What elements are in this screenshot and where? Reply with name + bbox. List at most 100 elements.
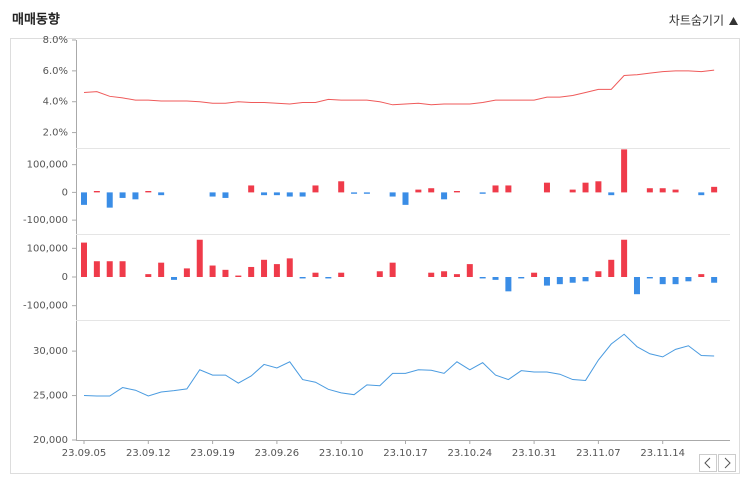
- bar: [582, 182, 589, 193]
- bar: [698, 192, 705, 196]
- bar: [569, 277, 576, 283]
- bar: [338, 181, 345, 193]
- bar: [222, 192, 229, 198]
- nav-prev[interactable]: [699, 454, 717, 472]
- bar: [479, 192, 486, 194]
- bar: [415, 189, 422, 193]
- y-tick-label: 6.0%: [43, 66, 68, 77]
- bar: [646, 188, 653, 193]
- bar: [261, 192, 268, 196]
- bar: [145, 191, 152, 193]
- bar: [479, 277, 486, 279]
- bar: [158, 192, 165, 196]
- toggle-icon[interactable]: [729, 17, 738, 25]
- bar: [595, 271, 602, 277]
- bar: [646, 277, 653, 279]
- bar: [299, 277, 306, 279]
- bar: [312, 185, 319, 193]
- bar: [582, 277, 589, 282]
- bar: [492, 185, 499, 193]
- x-tick-label: 23.09.05: [62, 448, 107, 459]
- bar: [518, 277, 525, 279]
- bar: [659, 277, 666, 285]
- bar: [633, 277, 640, 295]
- bar: [93, 191, 100, 193]
- y-tick-label: -100,000: [23, 215, 68, 226]
- y-tick-label: 30,000: [33, 346, 68, 357]
- bar: [376, 271, 383, 277]
- bar: [672, 189, 679, 193]
- bar: [261, 259, 268, 277]
- x-tick-label: 23.09.26: [255, 448, 300, 459]
- bar: [492, 277, 499, 280]
- bar: [389, 192, 396, 197]
- bar: [569, 189, 576, 193]
- y-tick-label: 0: [62, 187, 68, 198]
- bar: [428, 188, 435, 193]
- toggle-button[interactable]: 차트숨기기: [669, 14, 738, 28]
- bar: [119, 192, 126, 198]
- bar: [286, 192, 293, 197]
- section-title: 매매동향: [12, 12, 60, 28]
- y-tick-label: 0: [62, 272, 68, 283]
- y-tick-label: 8.0%: [43, 35, 68, 46]
- bar: [145, 274, 152, 277]
- bar: [685, 277, 692, 282]
- line-series: [83, 333, 715, 397]
- bar: [312, 272, 319, 277]
- bar: [453, 191, 460, 193]
- bar: [106, 192, 113, 208]
- bar: [389, 262, 396, 277]
- bar: [466, 264, 473, 277]
- y-tick-label: 100,000: [27, 243, 68, 254]
- bar: [595, 181, 602, 193]
- bar: [81, 192, 87, 205]
- bar: [248, 266, 255, 277]
- bar: [698, 274, 705, 277]
- y-tick-label: 4.0%: [43, 97, 68, 108]
- bar: [286, 258, 293, 277]
- chart-frame: [10, 38, 740, 474]
- bar: [209, 265, 216, 277]
- bar: [531, 272, 538, 277]
- x-tick-label: 23.09.19: [190, 448, 235, 459]
- bar: [338, 272, 345, 277]
- line-series: [83, 69, 715, 106]
- bar: [248, 185, 255, 193]
- x-tick-label: 23.11.07: [576, 448, 621, 459]
- bar: [505, 277, 512, 292]
- bar: [351, 192, 358, 194]
- bar: [222, 269, 229, 277]
- bar: [441, 192, 448, 200]
- y-tick-label: 25,000: [33, 391, 68, 402]
- x-tick-label: 23.09.12: [126, 448, 171, 459]
- bar: [711, 277, 718, 283]
- bar: [659, 188, 666, 193]
- bar: [299, 192, 306, 197]
- bar: [81, 242, 87, 277]
- bar: [621, 149, 628, 193]
- bar: [711, 186, 718, 193]
- bar: [132, 192, 139, 200]
- x-tick-label: 23.10.10: [319, 448, 364, 459]
- bar: [621, 239, 628, 277]
- bar: [505, 185, 512, 193]
- bar: [543, 277, 550, 286]
- bar: [428, 272, 435, 277]
- y-tick-label: 20,000: [33, 435, 68, 446]
- bar: [441, 271, 448, 277]
- bar: [608, 259, 615, 277]
- bar: [453, 274, 460, 277]
- y-tick-label: 2.0%: [43, 128, 68, 139]
- toggle-label[interactable]: 차트숨기기: [669, 14, 724, 28]
- bar: [273, 264, 280, 277]
- x-tick-label: 23.11.14: [640, 448, 685, 459]
- bar: [93, 261, 100, 277]
- bar: [556, 277, 563, 285]
- nav-next[interactable]: [718, 454, 736, 472]
- bar: [183, 268, 190, 277]
- y-tick-label: 100,000: [27, 160, 68, 171]
- x-tick-label: 23.10.24: [448, 448, 493, 459]
- bar: [325, 277, 332, 279]
